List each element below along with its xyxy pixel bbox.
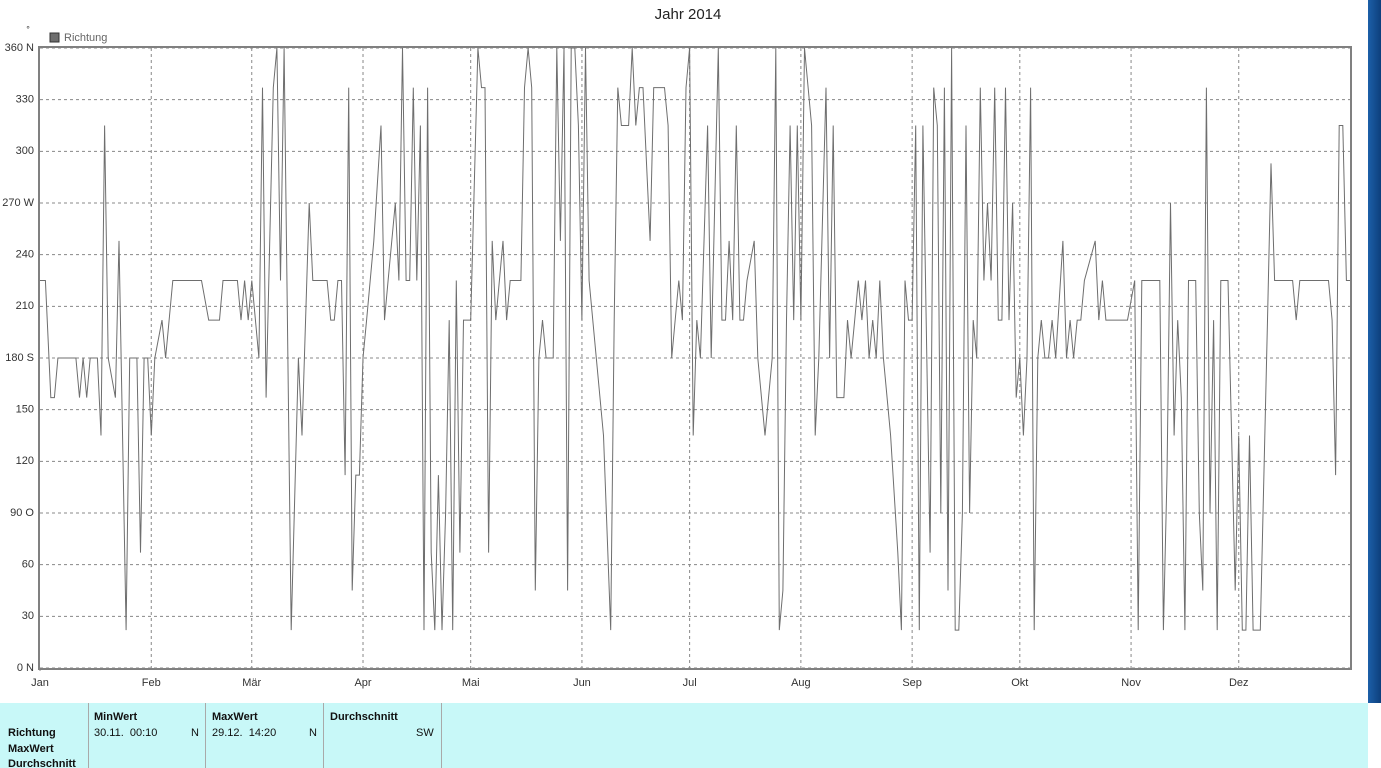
y-tick-label: 240: [16, 249, 34, 261]
y-tick-label: 30: [22, 610, 34, 622]
cell: N: [309, 727, 317, 739]
y-tick-label: 360 N: [5, 42, 34, 54]
x-tick-label: Sep: [902, 677, 922, 689]
y-tick-label: 210: [16, 300, 34, 312]
y-tick-label: 90 O: [10, 507, 34, 519]
y-tick-label: 150: [16, 404, 34, 416]
row-label: Richtung: [8, 727, 56, 739]
cell: SW: [416, 727, 434, 739]
column-header: Durchschnitt: [330, 711, 398, 723]
x-tick-label: Mär: [242, 677, 261, 689]
x-tick-label: Apr: [354, 677, 371, 689]
x-tick-label: Dez: [1229, 677, 1249, 689]
chart-title: Jahr 2014: [655, 6, 722, 23]
desktop-edge: [1368, 0, 1381, 703]
legend-label: Richtung: [64, 32, 107, 44]
y-tick-label: 180 S: [5, 352, 34, 364]
y-tick-label: 120: [16, 455, 34, 467]
y-unit: °: [26, 24, 30, 34]
column-separator: [88, 703, 89, 768]
chart: Jahr 2014 ° 0 N 30 60 90 O 120 150 180 S 210 240…: [2, 0, 1381, 703]
cell: 30.11. 00:10: [94, 727, 158, 739]
cell: N: [191, 727, 199, 739]
y-tick-label: 300: [16, 145, 34, 157]
column-header: MaxWert: [212, 711, 258, 723]
data-line: [40, 47, 1350, 631]
x-tick-label: Aug: [791, 677, 811, 689]
cell: 29.12. 14:20: [212, 727, 277, 739]
x-tick-label: Okt: [1011, 677, 1028, 689]
column-separator: [441, 703, 442, 768]
legend-swatch: [49, 32, 60, 43]
x-tick-label: Jan: [31, 677, 49, 689]
column-header: MinWert: [94, 711, 138, 723]
row-label: MaxWert: [8, 743, 54, 755]
y-tick-label: 0 N: [17, 662, 34, 674]
plot-frame: [38, 46, 1352, 670]
x-tick-label: Feb: [142, 677, 161, 689]
x-tick-label: Nov: [1121, 677, 1141, 689]
y-tick-label: 330: [16, 94, 34, 106]
row-label: Durchschnitt: [8, 758, 76, 768]
x-tick-label: Mai: [462, 677, 480, 689]
column-separator: [205, 703, 206, 768]
y-tick-label: 60: [22, 559, 34, 571]
y-tick-label: 270 W: [2, 197, 34, 209]
column-separator: [323, 703, 324, 768]
summary-table: MinWert MaxWert Durchschnitt Richtung Ma…: [0, 703, 1368, 768]
x-tick-label: Jun: [573, 677, 591, 689]
x-tick-label: Jul: [683, 677, 697, 689]
